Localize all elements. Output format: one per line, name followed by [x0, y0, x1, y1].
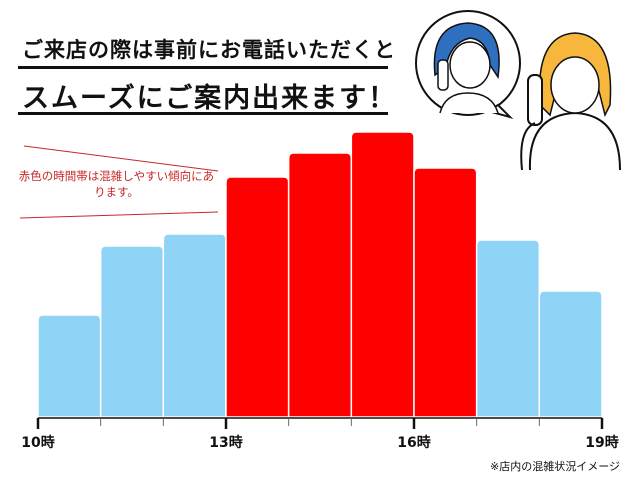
headline-rule-bottom: [18, 112, 388, 115]
busy-note: 赤色の時間帯は混雑しやすい傾向にあります。: [18, 169, 215, 199]
headline-rule-top: [18, 66, 388, 69]
x-tick-label: 19時: [585, 434, 618, 451]
bar-16時: [413, 167, 478, 418]
bar-17時: [475, 239, 541, 418]
woman-right: [520, 32, 621, 170]
x-tick-label: 16時: [397, 434, 430, 451]
bar-10時: [37, 314, 102, 418]
headline-line2: スムーズにご案内出来ます！: [22, 83, 398, 114]
note-line-top: [23, 145, 219, 172]
note-line-bottom: [19, 211, 219, 219]
bar-18時: [538, 290, 603, 418]
two-women-on-phone-illustration: [415, 10, 621, 170]
bar-11時: [99, 245, 165, 418]
x-tick-label: 13時: [209, 434, 242, 451]
bar-12時: [162, 233, 227, 418]
woman-left-bubble: [415, 10, 521, 119]
x-tick-label: 10時: [21, 434, 54, 451]
footnote: ※店内の混雑状況イメージ: [490, 460, 620, 473]
bar-14時: [287, 152, 353, 418]
headline-line1: ご来店の際は事前にお電話いただくと: [22, 38, 396, 62]
bar-13時: [225, 176, 290, 418]
bar-15時: [350, 131, 415, 418]
